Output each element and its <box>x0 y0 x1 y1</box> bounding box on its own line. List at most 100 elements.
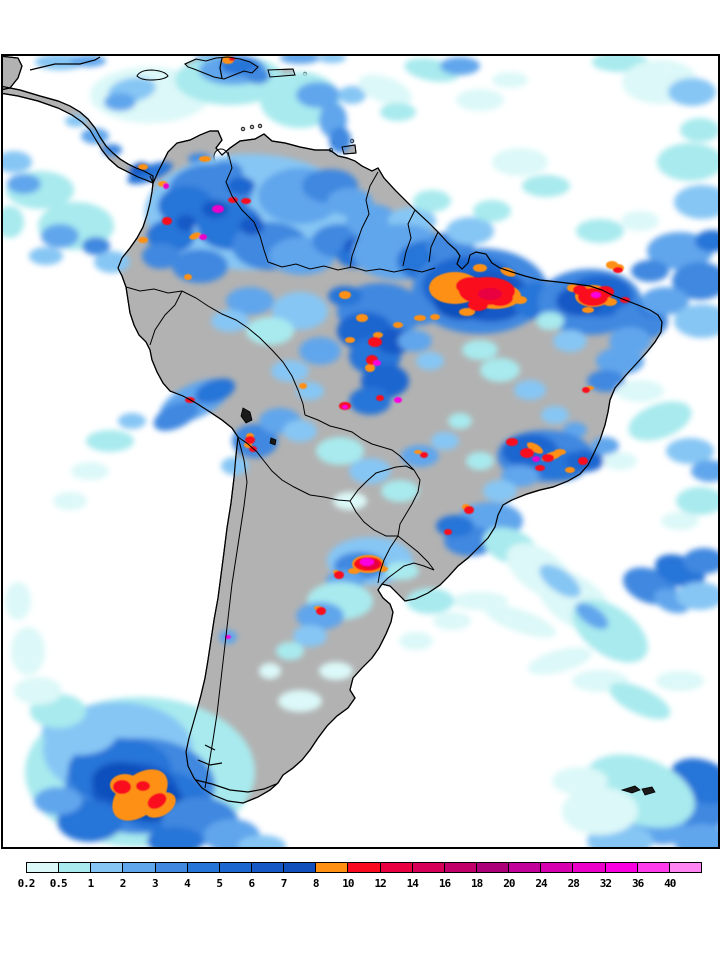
colorbar-segment-5 <box>218 863 251 872</box>
country-border <box>377 535 399 584</box>
precip-hotspot <box>478 288 502 300</box>
precip-hotspot <box>345 337 355 343</box>
precip-blob <box>668 78 716 106</box>
precip-hotspot <box>316 607 326 615</box>
small-island <box>257 123 263 129</box>
precip-blob <box>211 310 249 332</box>
precip-hotspot <box>582 307 594 313</box>
lake <box>269 437 277 446</box>
precip-hotspot <box>535 465 545 471</box>
precip-hotspot <box>189 232 201 240</box>
colorbar <box>26 862 702 873</box>
precip-hotspot <box>582 387 590 393</box>
precip-blob <box>358 74 412 106</box>
precip-blob <box>674 185 719 219</box>
colorbar-segment-0.2 <box>27 863 59 872</box>
precip-blob <box>399 632 433 650</box>
precip-blob <box>691 460 719 482</box>
precip-blob <box>676 582 719 610</box>
precip-blob <box>695 230 719 252</box>
precip-hotspot <box>591 292 601 298</box>
precip-blob <box>349 458 391 484</box>
colorbar-tick-label: 36 <box>631 877 644 890</box>
colorbar-segment-1 <box>90 863 123 872</box>
precip-hotspot <box>520 448 534 458</box>
precip-blob <box>484 604 556 638</box>
precip-blob <box>53 492 87 510</box>
precip-blob <box>65 115 87 127</box>
precipitation-hotspot-layer <box>110 56 630 821</box>
precip-blob <box>514 380 546 400</box>
precip-blob <box>683 548 719 574</box>
precip-hotspot <box>565 467 575 473</box>
precip-blob <box>536 312 564 330</box>
precip-hotspot <box>138 164 148 170</box>
small-island <box>249 124 255 130</box>
precip-hotspot <box>506 438 518 446</box>
precip-blob <box>413 190 451 212</box>
precip-hotspot <box>456 277 488 295</box>
precip-hotspot <box>376 395 384 401</box>
colorbar-segment-32 <box>604 863 637 872</box>
precip-blob <box>433 612 471 630</box>
precip-blob <box>416 352 444 370</box>
colorbar-tick-label: 12 <box>374 877 386 890</box>
precip-hotspot <box>414 450 422 454</box>
colorbar-tick-label: 28 <box>567 877 580 890</box>
precip-blob <box>158 186 214 226</box>
colorbar-tick-label: 24 <box>535 877 547 890</box>
precip-blob <box>7 174 41 194</box>
precip-hotspot <box>138 237 148 243</box>
precip-blob <box>232 424 278 458</box>
island-coastline <box>341 144 357 155</box>
precip-blob <box>34 787 82 815</box>
country-border <box>381 562 435 585</box>
colorbar-tick-label: 14 <box>406 877 419 890</box>
precip-blob <box>194 378 236 404</box>
colorbar-tick-label: 16 <box>438 877 451 890</box>
precip-blob <box>381 480 419 502</box>
country-border <box>225 151 269 263</box>
coastline-yucatan <box>2 55 23 91</box>
precip-blob <box>631 260 669 282</box>
coast-segment <box>219 57 223 79</box>
island-coastline <box>267 68 296 78</box>
precip-blob <box>118 413 146 429</box>
country-border <box>349 500 398 537</box>
precip-hotspot <box>444 529 452 535</box>
precip-blob <box>448 413 472 429</box>
country-border <box>349 171 379 269</box>
precip-blob <box>318 55 346 63</box>
precip-blob <box>406 588 454 614</box>
precip-blob <box>283 420 317 442</box>
precip-hotspot <box>459 308 475 316</box>
precip-hotspot <box>299 383 307 389</box>
country-border <box>309 494 351 502</box>
precip-blob <box>539 564 581 598</box>
precip-blob <box>401 445 439 467</box>
precip-blob <box>153 401 199 431</box>
precip-hotspot <box>184 274 192 280</box>
country-border <box>397 535 435 571</box>
country-border <box>149 175 154 184</box>
lake <box>240 407 253 424</box>
precip-blob <box>176 215 196 231</box>
precip-blob <box>329 127 351 153</box>
precip-blob <box>127 161 173 185</box>
precip-hotspot <box>334 571 344 579</box>
precip-blob <box>272 292 328 330</box>
precip-blob <box>41 224 79 248</box>
colorbar-segment-16 <box>443 863 476 872</box>
precip-blob <box>492 148 548 176</box>
precip-blob <box>398 330 432 352</box>
precip-hotspot <box>147 793 167 809</box>
colorbar-tick-label: 32 <box>599 877 612 890</box>
colorbar-tick-label: 40 <box>664 877 676 890</box>
precip-blob <box>641 287 689 315</box>
colorbar-tick-label: 1 <box>87 877 95 890</box>
precip-blob <box>440 57 480 75</box>
colorbar-tick-label: 10 <box>342 877 354 890</box>
precip-blob <box>104 93 136 111</box>
colorbar-segment-40 <box>668 863 701 872</box>
precip-blob <box>14 677 62 705</box>
